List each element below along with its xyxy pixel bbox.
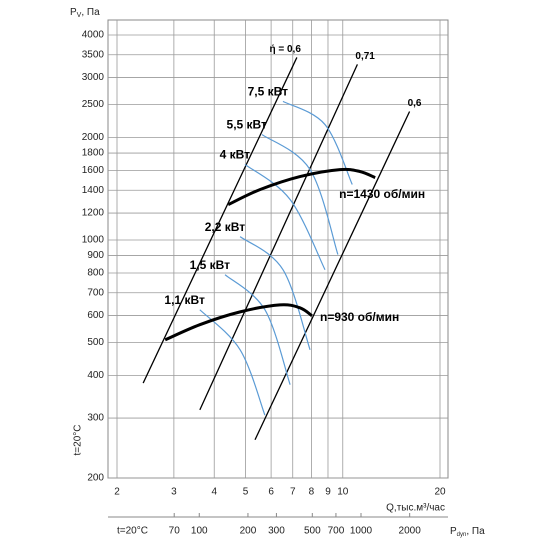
y-tick-label: 400 — [87, 370, 104, 381]
y-tick-label: 4000 — [82, 30, 105, 41]
y-tick-label: 300 — [87, 413, 104, 424]
efficiency-line — [142, 57, 298, 384]
power-curve — [261, 134, 339, 255]
power-curve — [282, 100, 353, 185]
y-tick-label: 900 — [87, 250, 104, 261]
x2-tick-label: 700 — [328, 526, 345, 537]
x-tick-label: 20 — [434, 487, 446, 498]
y-label-unit: , Па — [81, 7, 100, 18]
y-tick-label: 1200 — [82, 208, 105, 219]
x-tick-label: 8 — [309, 487, 315, 498]
y-tick-label: 2500 — [82, 99, 105, 110]
x2-label-main: P — [450, 526, 457, 537]
y-tick-label: 1400 — [82, 185, 105, 196]
x-tick-label: 2 — [114, 487, 120, 498]
x2-tick-label: 300 — [268, 526, 285, 537]
x2-tick-label: 200 — [240, 526, 257, 537]
efficiency-label: 0,6 — [408, 98, 422, 109]
x2-label-sub: dyn — [457, 532, 467, 538]
temperature-label: t=20°C — [73, 425, 84, 456]
x2-temperature-label: t=20°C — [117, 526, 148, 537]
y-tick-label: 2000 — [82, 132, 105, 143]
power-curve — [244, 163, 326, 270]
x-tick-label: 7 — [290, 487, 296, 498]
efficiency-label: ή = 0,6 — [269, 44, 301, 55]
x-tick-label: 4 — [211, 487, 217, 498]
x2-tick-label: 500 — [304, 526, 321, 537]
power-label: 4 кВт — [220, 148, 251, 162]
y-tick-label: 3500 — [82, 49, 105, 60]
x-tick-label: 5 — [243, 487, 249, 498]
power-label: 1,5 кВт — [190, 258, 231, 272]
power-curve — [239, 236, 311, 350]
y-label-sub: V — [77, 12, 82, 19]
y-tick-label: 1800 — [82, 148, 105, 159]
x2-label-unit: , Па — [466, 526, 485, 537]
y-tick-label: 600 — [87, 310, 104, 321]
x2-tick-label: 2000 — [399, 526, 422, 537]
x2-tick-label: 100 — [191, 526, 208, 537]
x-tick-label: 10 — [337, 487, 349, 498]
x-tick-label: 9 — [325, 487, 331, 498]
y-tick-label: 1000 — [82, 235, 105, 246]
y-tick-label: 1600 — [82, 165, 105, 176]
speed-label: n=930 об/мин — [320, 310, 399, 324]
power-label: 7,5 кВт — [248, 85, 289, 99]
power-curve — [224, 274, 291, 385]
power-label: 2,2 кВт — [205, 220, 246, 234]
x-tick-label: 3 — [171, 487, 177, 498]
power-curve — [199, 309, 266, 416]
power-label: 5,5 кВт — [227, 118, 268, 132]
y-label-main: P — [70, 7, 77, 18]
efficiency-label: 0,71 — [355, 51, 375, 62]
x2-axis-label: Pdyn, Па — [450, 526, 485, 538]
x-axis-label: Q,тыс.м³/час — [386, 503, 445, 514]
speed-curve — [164, 303, 313, 342]
y-tick-label: 700 — [87, 287, 104, 298]
x2-tick-label: 70 — [169, 526, 181, 537]
y-tick-label: 200 — [87, 473, 104, 484]
efficiency-line — [254, 111, 411, 441]
speed-label: n=1430 об/мин — [339, 187, 425, 201]
efficiency-line — [199, 64, 358, 411]
y-axis-label: PV, Па — [70, 7, 100, 19]
y-tick-label: 3000 — [82, 72, 105, 83]
y-tick-label: 800 — [87, 268, 104, 279]
y-tick-label: 500 — [87, 337, 104, 348]
power-label: 1,1 кВт — [164, 293, 205, 307]
speed-curve — [227, 167, 376, 207]
x-tick-label: 6 — [268, 487, 274, 498]
x2-tick-label: 1000 — [350, 526, 373, 537]
